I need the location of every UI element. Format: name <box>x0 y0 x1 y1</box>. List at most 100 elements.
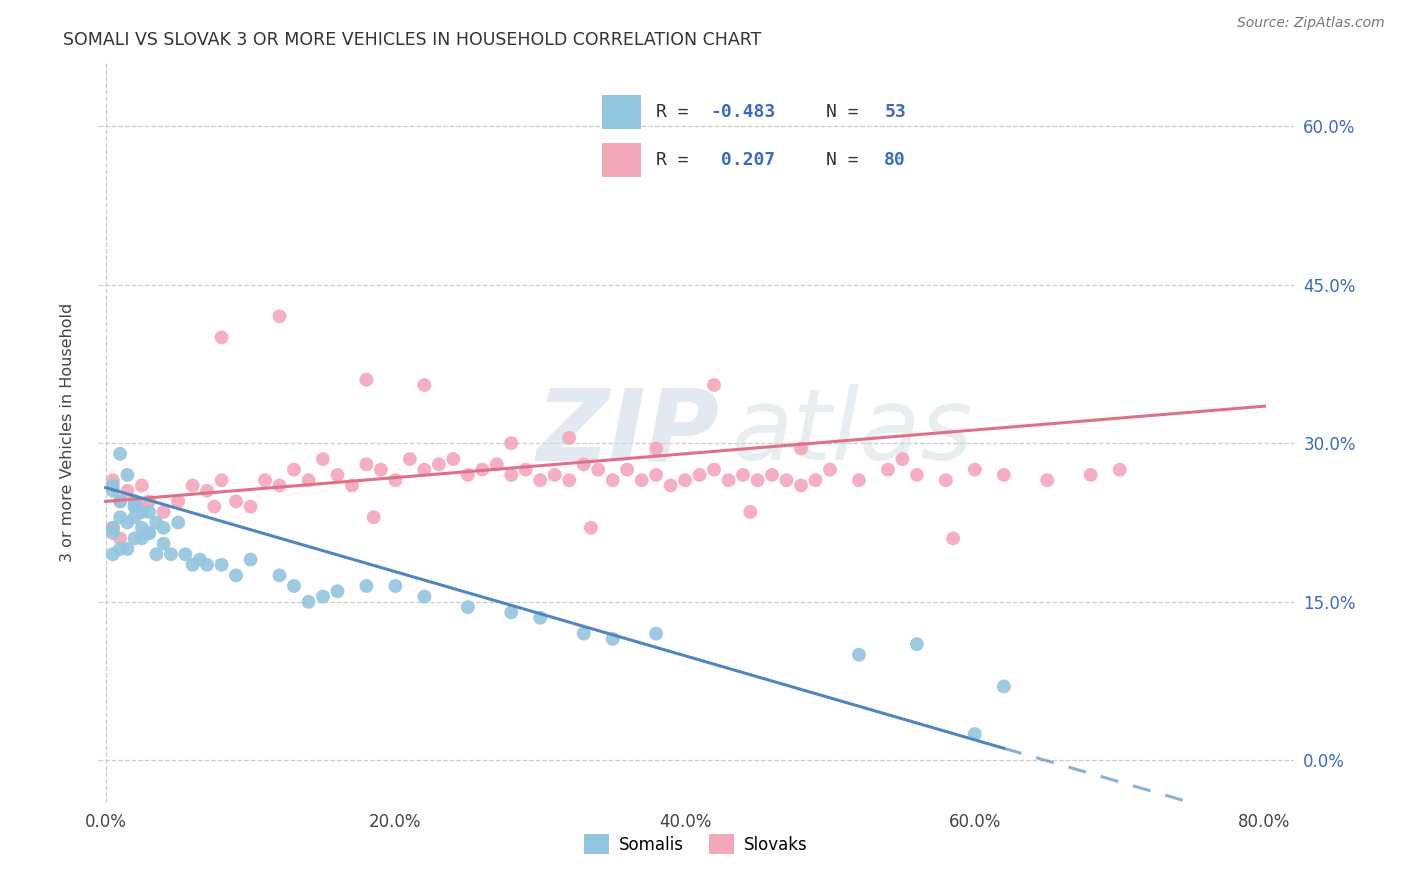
Point <box>645 467 668 482</box>
Point <box>239 552 262 566</box>
Point <box>529 473 551 487</box>
Point <box>399 452 422 467</box>
Point <box>993 680 1015 694</box>
Point <box>124 510 146 524</box>
Point <box>848 648 870 662</box>
Point <box>117 467 139 482</box>
Point <box>1108 462 1130 476</box>
Point <box>427 458 450 472</box>
Point <box>101 521 124 535</box>
Text: 80: 80 <box>884 151 905 169</box>
Point <box>942 532 965 546</box>
Point <box>145 516 167 530</box>
Point <box>457 600 479 615</box>
Legend: Somalis, Slovaks: Somalis, Slovaks <box>578 828 814 861</box>
Point <box>935 473 957 487</box>
Point <box>269 568 291 582</box>
Point <box>181 558 204 572</box>
Point <box>326 584 349 599</box>
Point <box>413 590 436 604</box>
Point <box>501 436 523 450</box>
Point <box>124 500 146 514</box>
Text: atlas: atlas <box>733 384 973 481</box>
Point <box>108 494 131 508</box>
Point <box>225 568 247 582</box>
Point <box>413 378 436 392</box>
Point <box>501 467 523 482</box>
Text: R =: R = <box>657 103 700 121</box>
Point <box>152 521 174 535</box>
Point <box>790 442 813 456</box>
Text: -0.483: -0.483 <box>710 103 776 121</box>
Point <box>131 532 153 546</box>
Point <box>572 626 595 640</box>
Point <box>101 483 124 498</box>
Point <box>101 547 124 561</box>
Point <box>558 473 581 487</box>
Point <box>471 462 494 476</box>
Point <box>124 532 146 546</box>
Point <box>108 541 131 556</box>
Point <box>340 478 363 492</box>
Point <box>993 467 1015 482</box>
Point <box>124 500 146 514</box>
Point <box>283 579 305 593</box>
Point <box>211 330 233 344</box>
Point <box>616 462 638 476</box>
Point <box>485 458 508 472</box>
Point <box>312 590 335 604</box>
Point <box>645 626 668 640</box>
Point <box>131 505 153 519</box>
Point <box>905 637 928 651</box>
Point <box>384 473 406 487</box>
Point <box>747 473 769 487</box>
Text: 53: 53 <box>884 103 905 121</box>
Point <box>152 505 174 519</box>
Text: N =: N = <box>827 151 870 169</box>
Point <box>891 452 914 467</box>
Point <box>160 547 183 561</box>
Point <box>297 595 319 609</box>
Point <box>269 310 291 324</box>
Point <box>211 473 233 487</box>
Point <box>370 462 392 476</box>
Point <box>101 473 124 487</box>
Point <box>963 727 986 741</box>
Bar <box>602 95 641 128</box>
Point <box>731 467 754 482</box>
Point <box>659 478 682 492</box>
Point <box>356 458 378 472</box>
Point <box>117 483 139 498</box>
Point <box>239 500 262 514</box>
Point <box>167 494 190 508</box>
Point <box>356 579 378 593</box>
Point <box>108 510 131 524</box>
Text: Source: ZipAtlas.com: Source: ZipAtlas.com <box>1237 16 1385 30</box>
Point <box>602 473 624 487</box>
Point <box>515 462 537 476</box>
Point <box>630 473 652 487</box>
Point <box>703 462 725 476</box>
Point <box>312 452 335 467</box>
Point <box>167 516 190 530</box>
Point <box>138 505 160 519</box>
Point <box>181 478 204 492</box>
Point <box>138 526 160 541</box>
Point <box>101 478 124 492</box>
Bar <box>602 144 641 177</box>
Point <box>363 510 385 524</box>
Point <box>1036 473 1059 487</box>
Point <box>326 467 349 482</box>
Point <box>717 473 740 487</box>
Point <box>848 473 870 487</box>
Point <box>905 467 928 482</box>
Text: N =: N = <box>827 103 870 121</box>
Point <box>673 473 696 487</box>
Point <box>775 473 797 487</box>
Point <box>195 483 218 498</box>
Point <box>124 494 146 508</box>
Point <box>202 500 225 514</box>
Point <box>225 494 247 508</box>
Point <box>572 458 595 472</box>
Point <box>108 494 131 508</box>
